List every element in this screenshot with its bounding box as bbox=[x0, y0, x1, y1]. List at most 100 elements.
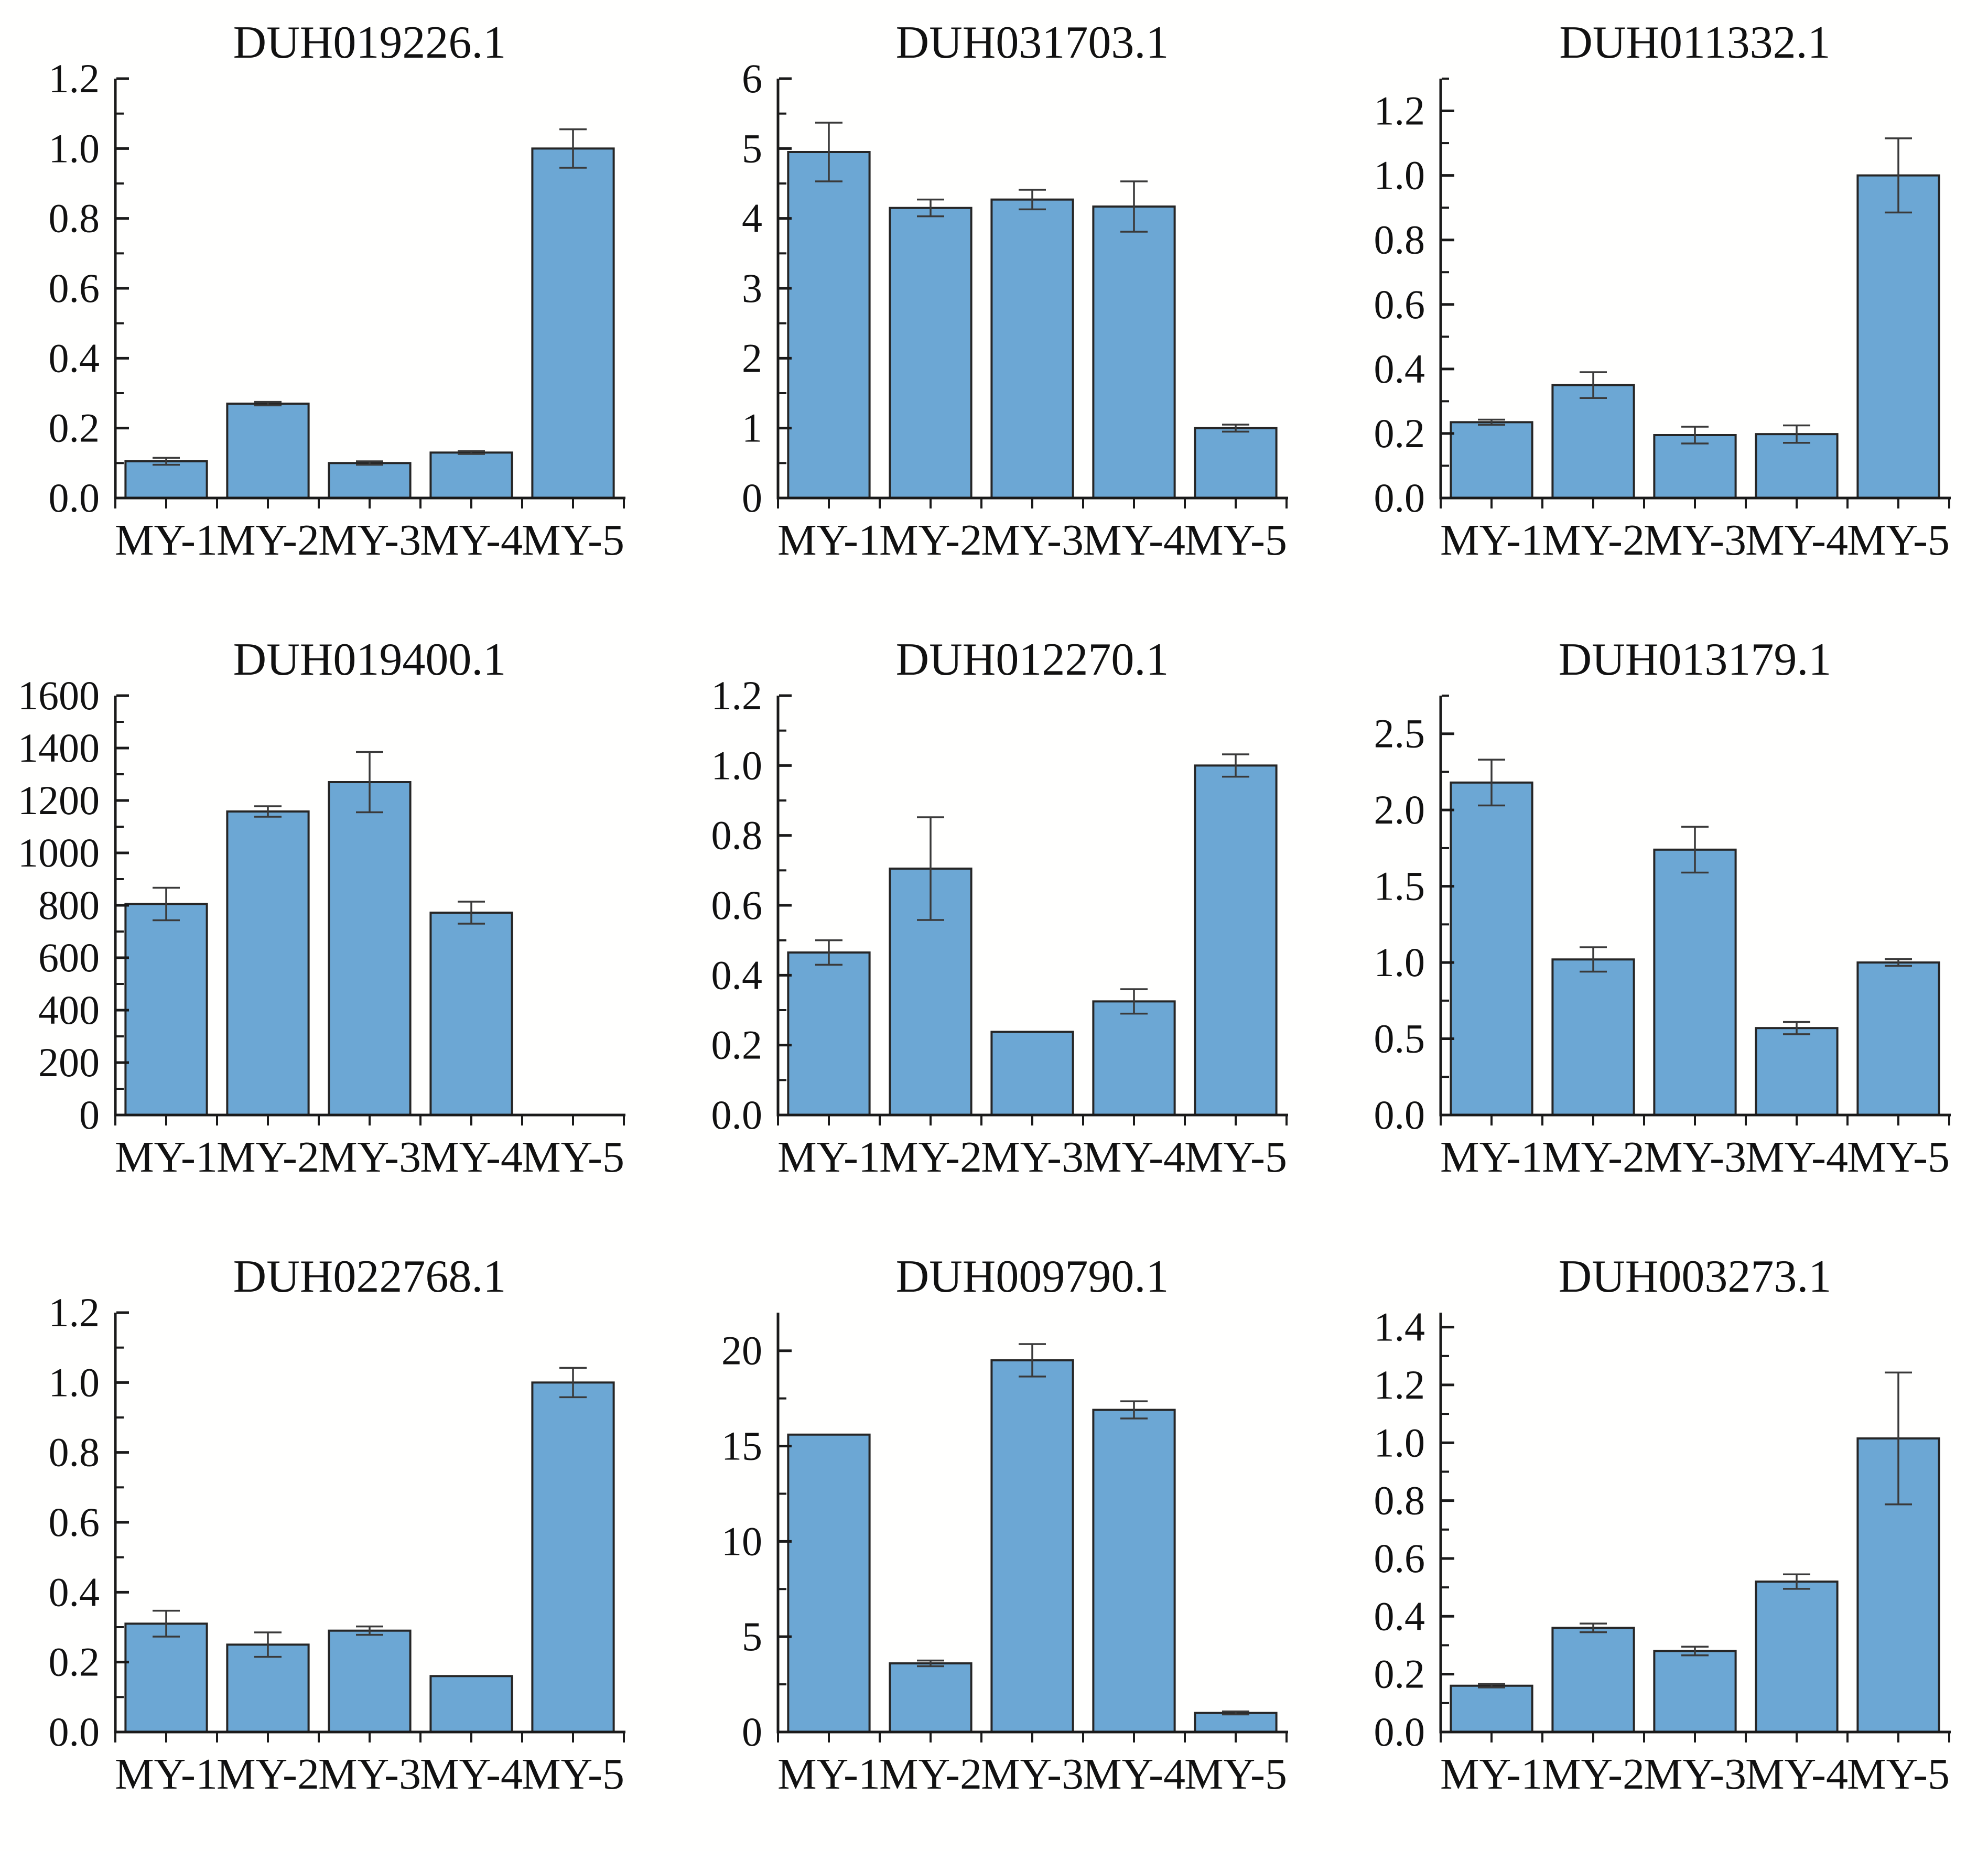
y-tick-label: 0.4 bbox=[49, 1569, 100, 1615]
y-tick-label: 0.6 bbox=[1374, 282, 1425, 327]
x-tick-label: MY-2 bbox=[217, 1750, 319, 1799]
y-tick-label: 1 bbox=[742, 405, 762, 451]
y-tick-label: 0.5 bbox=[1374, 1016, 1425, 1062]
y-axis-ticks bbox=[116, 1311, 129, 1734]
x-tick-label: MY-5 bbox=[522, 1750, 624, 1799]
bar-MY-5 bbox=[1194, 427, 1278, 500]
bar-MY-2 bbox=[226, 403, 310, 499]
error-bar-MY-5 bbox=[1885, 137, 1912, 214]
x-tick-label: MY-5 bbox=[522, 1133, 624, 1182]
y-tick-label: 0.4 bbox=[49, 335, 100, 381]
bar-MY-1 bbox=[124, 903, 208, 1116]
x-tick-label: MY-3 bbox=[981, 1750, 1084, 1799]
x-tick-label: MY-3 bbox=[1644, 1133, 1746, 1182]
bar-MY-5 bbox=[1856, 961, 1940, 1116]
y-tick-label: 0 bbox=[79, 1092, 100, 1138]
y-tick-label: 3 bbox=[742, 265, 762, 311]
bar-MY-1 bbox=[1450, 1684, 1533, 1733]
y-tick-label: 1000 bbox=[18, 830, 100, 875]
error-bar-MY-5 bbox=[1222, 1710, 1249, 1716]
x-tick-label: MY-1 bbox=[1440, 1750, 1543, 1799]
x-tick-label: MY-1 bbox=[777, 516, 880, 565]
error-bar-MY-2 bbox=[254, 1631, 282, 1658]
bar-MY-4 bbox=[429, 912, 513, 1116]
y-tick-label: 0.6 bbox=[49, 1499, 100, 1545]
x-axis-ticks bbox=[1440, 1732, 1950, 1742]
chart-cell-3: 0.0 0.2 0.4 0.6 0.8 1.0 1.2 MY-1 MY-2 MY-3 MY-4 MY-… bbox=[1325, 0, 1988, 617]
y-tick-label: 0.6 bbox=[49, 265, 100, 311]
chart-cell-7: 0.0 0.2 0.4 0.6 0.8 1.0 1.2 MY-1 MY-2 MY-3 MY-4 MY-… bbox=[0, 1234, 663, 1851]
bar-MY-2 bbox=[1551, 384, 1635, 499]
y-tick-label: 800 bbox=[38, 882, 100, 928]
bar-MY-3 bbox=[1653, 434, 1737, 499]
error-bar-MY-4 bbox=[1783, 424, 1810, 444]
y-tick-label: 0.8 bbox=[1374, 1478, 1425, 1523]
y-tick-label: 0.2 bbox=[1374, 1651, 1425, 1697]
y-tick-label: 0.8 bbox=[711, 813, 763, 858]
x-tick-label: MY-1 bbox=[777, 1750, 880, 1799]
y-tick-label: 1400 bbox=[18, 725, 100, 771]
x-tick-label: MY-2 bbox=[217, 516, 319, 565]
error-bar-MY-5 bbox=[1222, 424, 1249, 433]
y-tick-label: 0.2 bbox=[49, 1639, 100, 1685]
error-bar-MY-5 bbox=[559, 128, 587, 169]
bar-MY-4 bbox=[1755, 1027, 1839, 1116]
bar-MY-1 bbox=[787, 1433, 871, 1733]
y-tick-label: 1.0 bbox=[1374, 939, 1425, 985]
chart-title: DUH013179.1 bbox=[1559, 634, 1832, 685]
y-tick-label: 20 bbox=[721, 1328, 762, 1373]
y-tick-label: 0.2 bbox=[711, 1022, 763, 1068]
x-tick-label: MY-4 bbox=[1745, 1133, 1848, 1182]
bar-MY-4 bbox=[1092, 1000, 1176, 1116]
y-tick-label: 15 bbox=[721, 1423, 762, 1469]
x-axis-ticks bbox=[114, 1115, 625, 1125]
error-bar-MY-4 bbox=[1783, 1573, 1810, 1590]
error-bar-MY-4 bbox=[1120, 988, 1148, 1015]
x-tick-label: MY-1 bbox=[1440, 516, 1543, 565]
y-tick-label: 0.6 bbox=[711, 882, 763, 928]
y-tick-label: 600 bbox=[38, 935, 100, 980]
y-tick-label: 1.2 bbox=[711, 673, 763, 718]
x-axis-ticks bbox=[1440, 1115, 1950, 1125]
bar-MY-4 bbox=[429, 1675, 513, 1733]
error-bar-MY-5 bbox=[559, 1367, 587, 1399]
bar-MY-1 bbox=[124, 460, 208, 499]
chart-DUH011332.1: 0.0 0.2 0.4 0.6 0.8 1.0 1.2 MY-1MY-2MY-3MY-4MY-… bbox=[1374, 17, 1951, 565]
x-tick-label: MY-5 bbox=[1184, 516, 1287, 565]
x-tick-label: MY-5 bbox=[1184, 1133, 1287, 1182]
y-tick-label: 4 bbox=[742, 196, 762, 241]
x-tick-label: MY-5 bbox=[1847, 516, 1950, 565]
bar-MY-4 bbox=[1755, 1581, 1839, 1733]
x-tick-label: MY-1 bbox=[1440, 1133, 1543, 1182]
x-tick-label: MY-2 bbox=[1542, 1750, 1645, 1799]
chart-title: DUH012270.1 bbox=[896, 634, 1169, 685]
y-tick-label: 0.2 bbox=[1374, 410, 1425, 456]
y-tick-label: 1600 bbox=[18, 673, 100, 718]
y-axis-ticks bbox=[779, 694, 792, 1117]
x-tick-label: MY-4 bbox=[1083, 1750, 1185, 1799]
bar-MY-4 bbox=[429, 451, 513, 499]
chart-cell-8: 0 5 10 15 20 MY-1 MY-2 MY-3 MY-4 MY-5 DUH009790.1 bbox=[663, 1234, 1325, 1851]
chart-cell-5: 0.0 0.2 0.4 0.6 0.8 1.0 1.2 MY-1 MY-2 MY-3 MY-4 MY-… bbox=[663, 617, 1325, 1234]
error-bar-MY-2 bbox=[254, 805, 282, 818]
x-tick-label: MY-4 bbox=[1745, 1750, 1848, 1799]
bar-MY-3 bbox=[328, 781, 412, 1116]
bar-MY-3 bbox=[990, 198, 1074, 499]
x-tick-label: MY-3 bbox=[318, 1750, 421, 1799]
y-tick-label: 6 bbox=[742, 56, 762, 101]
error-bar-MY-3 bbox=[1019, 189, 1046, 211]
y-tick-label: 1.2 bbox=[1374, 1362, 1425, 1408]
chart-DUH003273.1: 0.0 0.2 0.4 0.6 0.8 1.0 1.2 1.4 MY-1MY-2MY-3MY-4… bbox=[1374, 1251, 1951, 1799]
y-tick-label: 0.8 bbox=[1374, 217, 1425, 263]
bar-MY-1 bbox=[1450, 421, 1533, 500]
y-tick-label: 2 bbox=[742, 335, 762, 381]
y-tick-label: 1.0 bbox=[49, 1359, 100, 1405]
chart-title: DUH019400.1 bbox=[233, 634, 506, 685]
error-bar-MY-3 bbox=[1681, 426, 1709, 445]
error-bar-MY-4 bbox=[1120, 1400, 1148, 1420]
chart-cell-2: 0 1 2 3 4 5 6 MY-1 MY-2 MY-3 MY-4 MY-5 DUH031703.1 bbox=[663, 0, 1325, 617]
x-tick-label: MY-5 bbox=[522, 516, 624, 565]
chart-DUH031703.1: 0 1 2 3 4 5 6 MY-1MY-2MY-3MY-4MY-5 DUH031703.1 bbox=[742, 17, 1288, 565]
y-tick-label: 0 bbox=[742, 1709, 762, 1755]
